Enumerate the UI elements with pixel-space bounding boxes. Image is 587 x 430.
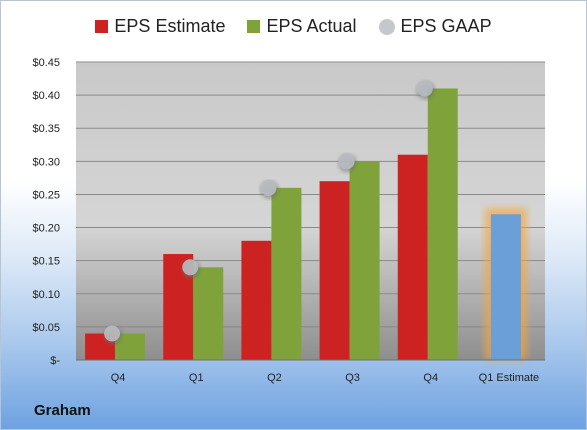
y-tick-label: $0.15 — [32, 256, 60, 268]
y-tick-label: $0.05 — [32, 322, 60, 334]
y-tick-label: $0.40 — [32, 90, 60, 102]
y-tick-label: $- — [50, 355, 60, 367]
x-tick-label: Q2 — [267, 372, 282, 384]
legend-label-eps-actual: EPS Actual — [266, 16, 357, 36]
chart-legend: EPS Estimate EPS Actual EPS GAAP — [0, 16, 587, 37]
legend-label-eps-estimate: EPS Estimate — [114, 16, 226, 36]
x-tick-label: Q1 Estimate — [479, 372, 540, 384]
bar-eps-actual — [427, 88, 458, 360]
legend-swatch-eps-estimate — [95, 20, 109, 33]
x-tick-label: Q1 — [189, 372, 204, 384]
point-eps-gaap — [338, 153, 355, 170]
legend-swatch-eps-gaap — [378, 18, 395, 35]
y-tick-label: $0.20 — [32, 223, 60, 235]
bar-eps-estimate — [319, 181, 350, 360]
x-tick-label: Q4 — [111, 372, 126, 384]
y-tick-label: $0.25 — [32, 189, 60, 201]
y-tick-label: $0.45 — [32, 57, 60, 69]
legend-swatch-eps-actual — [247, 20, 261, 33]
x-tick-label: Q3 — [345, 372, 360, 384]
bar-eps-actual — [349, 161, 380, 360]
bar-eps-estimate — [241, 240, 272, 360]
plot-area — [76, 62, 545, 360]
y-tick-label: $0.10 — [32, 289, 60, 301]
point-eps-gaap — [416, 80, 433, 97]
x-tick-label: Q4 — [423, 372, 438, 384]
point-eps-gaap — [260, 179, 277, 196]
bar-eps-estimate — [397, 154, 428, 360]
legend-item-eps-actual: EPS Actual — [247, 16, 357, 37]
y-tick-label: $0.30 — [32, 156, 60, 168]
legend-item-eps-estimate: EPS Estimate — [95, 16, 225, 37]
bar-eps-actual — [193, 267, 224, 360]
legend-item-eps-gaap: EPS GAAP — [378, 16, 492, 37]
legend-label-eps-gaap: EPS GAAP — [400, 16, 492, 36]
bar-eps-actual — [271, 187, 302, 360]
bar-q1-estimate — [490, 214, 521, 360]
y-tick-label: $0.35 — [32, 123, 60, 135]
brand-label: Graham — [34, 402, 91, 419]
point-eps-gaap — [182, 259, 199, 276]
point-eps-gaap — [104, 325, 121, 342]
